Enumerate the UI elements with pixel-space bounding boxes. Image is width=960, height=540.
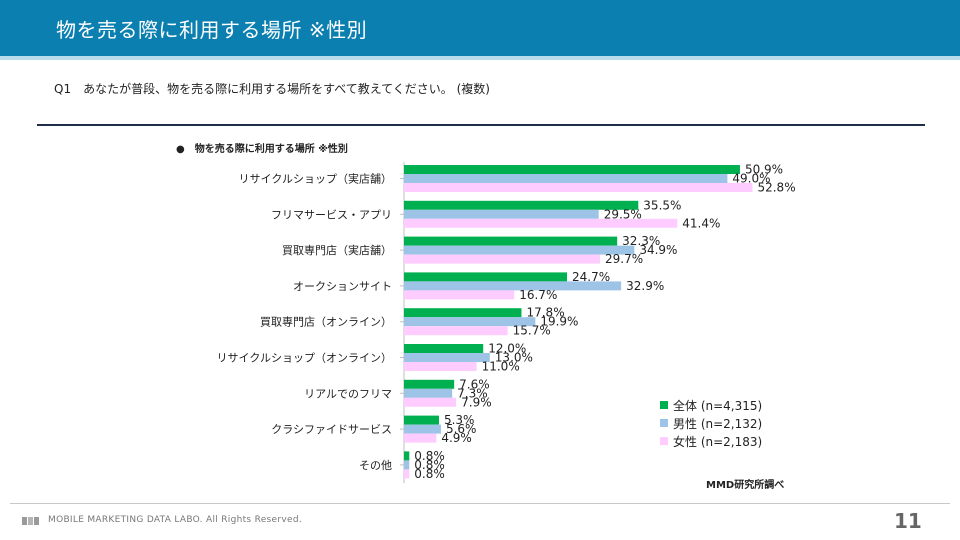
data-label-female: 41.4%	[682, 216, 720, 230]
bar-all	[404, 308, 522, 318]
bar-male	[404, 245, 635, 255]
chart-legend: 全体 (n=4,315) 男性 (n=2,132) 女性 (n=2,183)	[660, 396, 762, 450]
category-label: リアルでのフリマ	[304, 387, 392, 400]
data-label-male: 5.6%	[446, 422, 477, 436]
data-label-all: 17.8%	[526, 306, 564, 320]
data-label-female: 11.0%	[482, 360, 520, 374]
bar-female	[404, 397, 457, 407]
page-number: 11	[894, 509, 922, 533]
data-label-male: 49.0%	[732, 172, 770, 186]
bar-female	[404, 290, 515, 300]
footer-copyright: MOBILE MARKETING DATA LABO. All Rights R…	[48, 515, 303, 525]
category-label: 買取専門店（オンライン）	[260, 315, 392, 329]
bar-male	[404, 317, 536, 327]
bar-female	[404, 183, 753, 192]
bar-female	[404, 433, 437, 443]
bar-all	[404, 379, 455, 389]
bar-all	[404, 272, 568, 282]
data-label-male: 13.0%	[495, 351, 533, 365]
bar-chart: リサイクルショップ（実店舗） 50.9%49.0%52.8% フリマサービス・アプリ…	[217, 162, 796, 484]
category-label: フリマサービス・アプリ	[271, 208, 392, 221]
bar-male	[404, 209, 599, 219]
bar-all	[404, 344, 484, 353]
legend-swatch-all	[660, 401, 668, 409]
mmd-logo-icon	[22, 517, 39, 525]
data-label-female: 7.9%	[461, 395, 492, 409]
bar-all	[404, 236, 618, 246]
data-label-all: 12.0%	[488, 342, 526, 356]
legend-label-female: 女性 (n=2,183)	[673, 434, 763, 449]
category-label: リサイクルショップ（実店舗）	[239, 172, 392, 186]
bar-male	[404, 174, 728, 183]
data-label-all: 35.5%	[643, 198, 681, 212]
data-label-male: 32.9%	[626, 279, 664, 293]
page-title: 物を売る際に利用する場所 ※性別	[56, 18, 368, 42]
header-bar: 物を売る際に利用する場所 ※性別	[0, 0, 960, 56]
bar-male	[404, 388, 453, 398]
bar-all	[404, 200, 639, 210]
data-label-all: 5.3%	[444, 413, 475, 427]
data-label-all: 0.8%	[414, 449, 445, 463]
category-label: 買取専門店（実店舗）	[282, 243, 392, 257]
data-label-male: 19.9%	[540, 315, 578, 329]
data-label-female: 4.9%	[441, 431, 472, 445]
data-label-female: 0.8%	[414, 467, 445, 481]
data-label-female: 16.7%	[519, 288, 557, 302]
legend-label-all: 全体 (n=4,315)	[673, 398, 763, 413]
footer-divider	[10, 503, 950, 504]
data-label-all: 32.3%	[622, 234, 660, 248]
bar-female	[404, 469, 410, 479]
bar-all	[404, 415, 439, 425]
legend-item-male: 男性 (n=2,132)	[660, 414, 762, 432]
data-label-all: 7.6%	[459, 377, 490, 391]
legend-item-female: 女性 (n=2,183)	[660, 432, 762, 450]
header-accent-line	[0, 56, 960, 60]
bar-male	[404, 460, 410, 470]
bar-male	[404, 424, 441, 434]
bar-female	[404, 254, 601, 264]
data-label-all: 24.7%	[572, 270, 610, 284]
data-label-male: 29.5%	[604, 207, 642, 221]
data-label-male: 7.3%	[457, 386, 488, 400]
legend-swatch-female	[660, 437, 668, 445]
data-label-female: 15.7%	[513, 324, 551, 338]
source-note: MMD研究所調べ	[706, 480, 785, 491]
bar-female	[404, 362, 477, 371]
bar-female	[404, 218, 678, 228]
legend-label-male: 男性 (n=2,132)	[673, 416, 763, 431]
data-label-female: 52.8%	[757, 181, 795, 195]
data-label-female: 29.7%	[605, 252, 643, 266]
category-label: リサイクルショップ（オンライン）	[217, 352, 392, 365]
data-label-male: 34.9%	[639, 243, 677, 257]
legend-item-all: 全体 (n=4,315)	[660, 396, 762, 414]
question-text: Q1 あなたが普段、物を売る際に利用する場所をすべて教えてください。 (複数)	[54, 82, 490, 96]
legend-swatch-male	[660, 419, 668, 427]
category-label: オークションサイト	[293, 280, 392, 293]
chart-title: ● 物を売る際に利用する場所 ※性別	[176, 144, 348, 155]
divider	[37, 124, 925, 126]
category-label: クラシファイドサービス	[271, 423, 392, 436]
bar-male	[404, 281, 622, 291]
bar-female	[404, 326, 508, 336]
data-label-male: 0.8%	[414, 458, 445, 472]
category-label: その他	[359, 459, 392, 472]
data-label-all: 50.9%	[745, 163, 783, 177]
bar-all	[404, 165, 740, 174]
bar-all	[404, 451, 410, 461]
bar-male	[404, 353, 490, 362]
